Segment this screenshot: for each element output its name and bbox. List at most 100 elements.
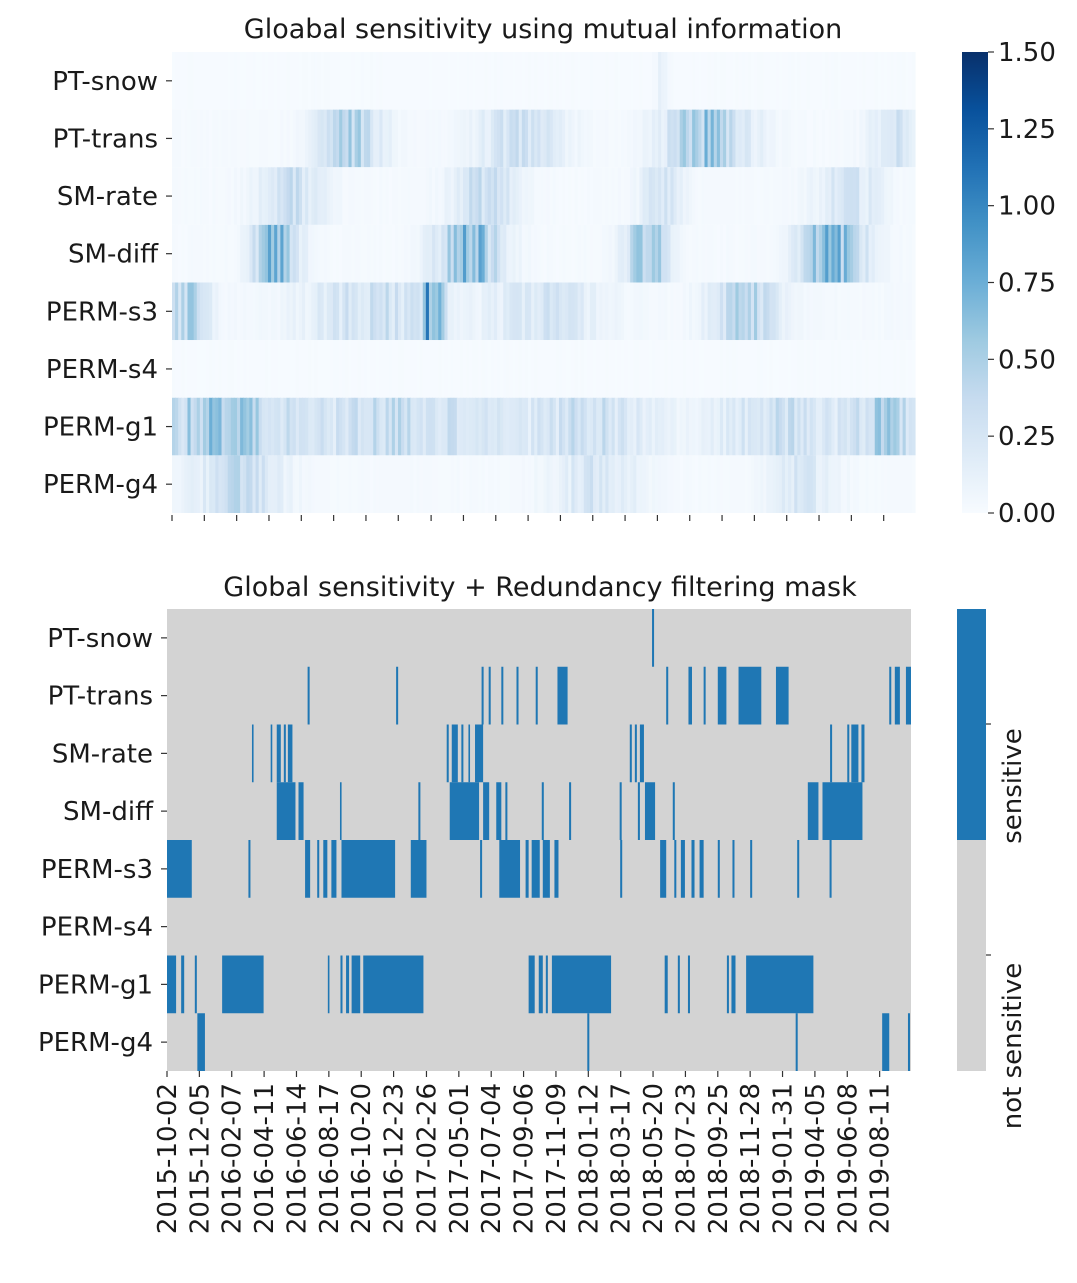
heatmap-cell (546, 397, 551, 456)
heatmap-cell (456, 455, 461, 514)
heatmap-cell (212, 109, 216, 168)
heatmap-cell (602, 397, 607, 456)
heatmap-cell (261, 109, 266, 168)
heatmap-cell (602, 340, 607, 398)
heatmap-cell (308, 455, 312, 514)
heatmap-cell (837, 52, 842, 110)
heatmap-cell (348, 224, 353, 283)
heatmap-cell (367, 455, 371, 514)
heatmap-cell (512, 282, 517, 341)
heatmap-cell (184, 52, 189, 110)
heatmap-cell (255, 455, 260, 514)
heatmap-cell (326, 109, 331, 168)
heatmap-cell (385, 455, 390, 514)
heatmap-cell (398, 455, 402, 514)
heatmap-cell (800, 224, 805, 283)
heatmap-cell (172, 397, 176, 456)
heatmap-cell (874, 397, 879, 456)
heatmap-cell (199, 224, 204, 283)
heatmap-cell (846, 167, 851, 225)
heatmap-cell (326, 455, 331, 514)
heatmap-cell (305, 282, 309, 341)
heatmap-cell (493, 52, 498, 110)
heatmap-cell (788, 109, 792, 168)
heatmap-cell (868, 167, 873, 225)
heatmap-cell (178, 224, 182, 283)
heatmap-cell (853, 224, 857, 283)
sensitive-segment (674, 840, 677, 898)
heatmap-cell (243, 455, 247, 514)
heatmap-cell (227, 109, 232, 168)
top-colorbar-ticks: 0.000.250.500.751.001.251.50 (988, 38, 1056, 529)
heatmap-cell (218, 282, 223, 341)
heatmap-cell (673, 109, 678, 168)
heatmap-cell (549, 397, 554, 456)
heatmap-cell (521, 455, 526, 514)
heatmap-cell (642, 52, 647, 110)
heatmap-cell (466, 455, 470, 514)
heatmap-cell (379, 52, 384, 110)
sensitive-segment (167, 955, 177, 1014)
heatmap-cell (215, 167, 220, 225)
heatmap-cell (574, 397, 579, 456)
heatmap-cell (209, 52, 213, 110)
heatmap-cell (555, 455, 560, 514)
heatmap-cell (490, 282, 495, 341)
heatmap-cell (428, 109, 433, 168)
heatmap-cell (608, 109, 613, 168)
heatmap-cell (537, 340, 542, 398)
heatmap-cell (828, 340, 833, 398)
heatmap-cell (735, 340, 740, 398)
heatmap-cell (518, 224, 523, 283)
heatmap-cell (264, 167, 269, 225)
heatmap-cell (757, 109, 761, 168)
heatmap-cell (552, 397, 557, 456)
heatmap-cell (673, 455, 678, 514)
heatmap-cell (627, 340, 631, 398)
heatmap-cell (568, 397, 572, 456)
heatmap-cell (202, 52, 207, 110)
heatmap-cell (187, 282, 192, 341)
heatmap-cell (605, 340, 610, 398)
heatmap-cell (614, 109, 619, 168)
heatmap-cell (772, 282, 777, 341)
heatmap-cell (258, 397, 263, 456)
heatmap-cell (286, 282, 291, 341)
heatmap-cell (187, 52, 192, 110)
heatmap-cell (899, 167, 904, 225)
heatmap-cell (367, 224, 371, 283)
heatmap-cell (794, 340, 798, 398)
heatmap-cell (441, 109, 446, 168)
heatmap-cell (658, 52, 662, 110)
heatmap-cell (329, 52, 334, 110)
sensitive-segment (481, 666, 484, 725)
heatmap-cell (599, 167, 603, 225)
heatmap-cell (274, 52, 278, 110)
heatmap-cell (277, 109, 281, 168)
heatmap-cell (732, 282, 737, 341)
heatmap-cell (317, 397, 322, 456)
heatmap-cell (698, 224, 702, 283)
heatmap-cell (432, 224, 436, 283)
heatmap-cell (466, 282, 470, 341)
heatmap-cell (224, 397, 229, 456)
heatmap-cell (240, 167, 244, 225)
heatmap-cell (255, 167, 260, 225)
heatmap-cell (336, 52, 340, 110)
heatmap-cell (862, 397, 867, 456)
heatmap-cell (531, 167, 535, 225)
heatmap-cell (506, 52, 511, 110)
heatmap-cell (172, 340, 176, 398)
heatmap-cell (463, 282, 467, 341)
heatmap-cell (645, 397, 650, 456)
heatmap-cell (487, 167, 492, 225)
heatmap-cell (267, 455, 272, 514)
heatmap-cell (206, 52, 210, 110)
heatmap-cell (314, 224, 319, 283)
heatmap-cell (348, 340, 353, 398)
heatmap-cell (382, 340, 387, 398)
heatmap-cell (648, 455, 653, 514)
heatmap-cell (289, 109, 294, 168)
heatmap-cell (543, 455, 548, 514)
heatmap-cell (252, 109, 257, 168)
